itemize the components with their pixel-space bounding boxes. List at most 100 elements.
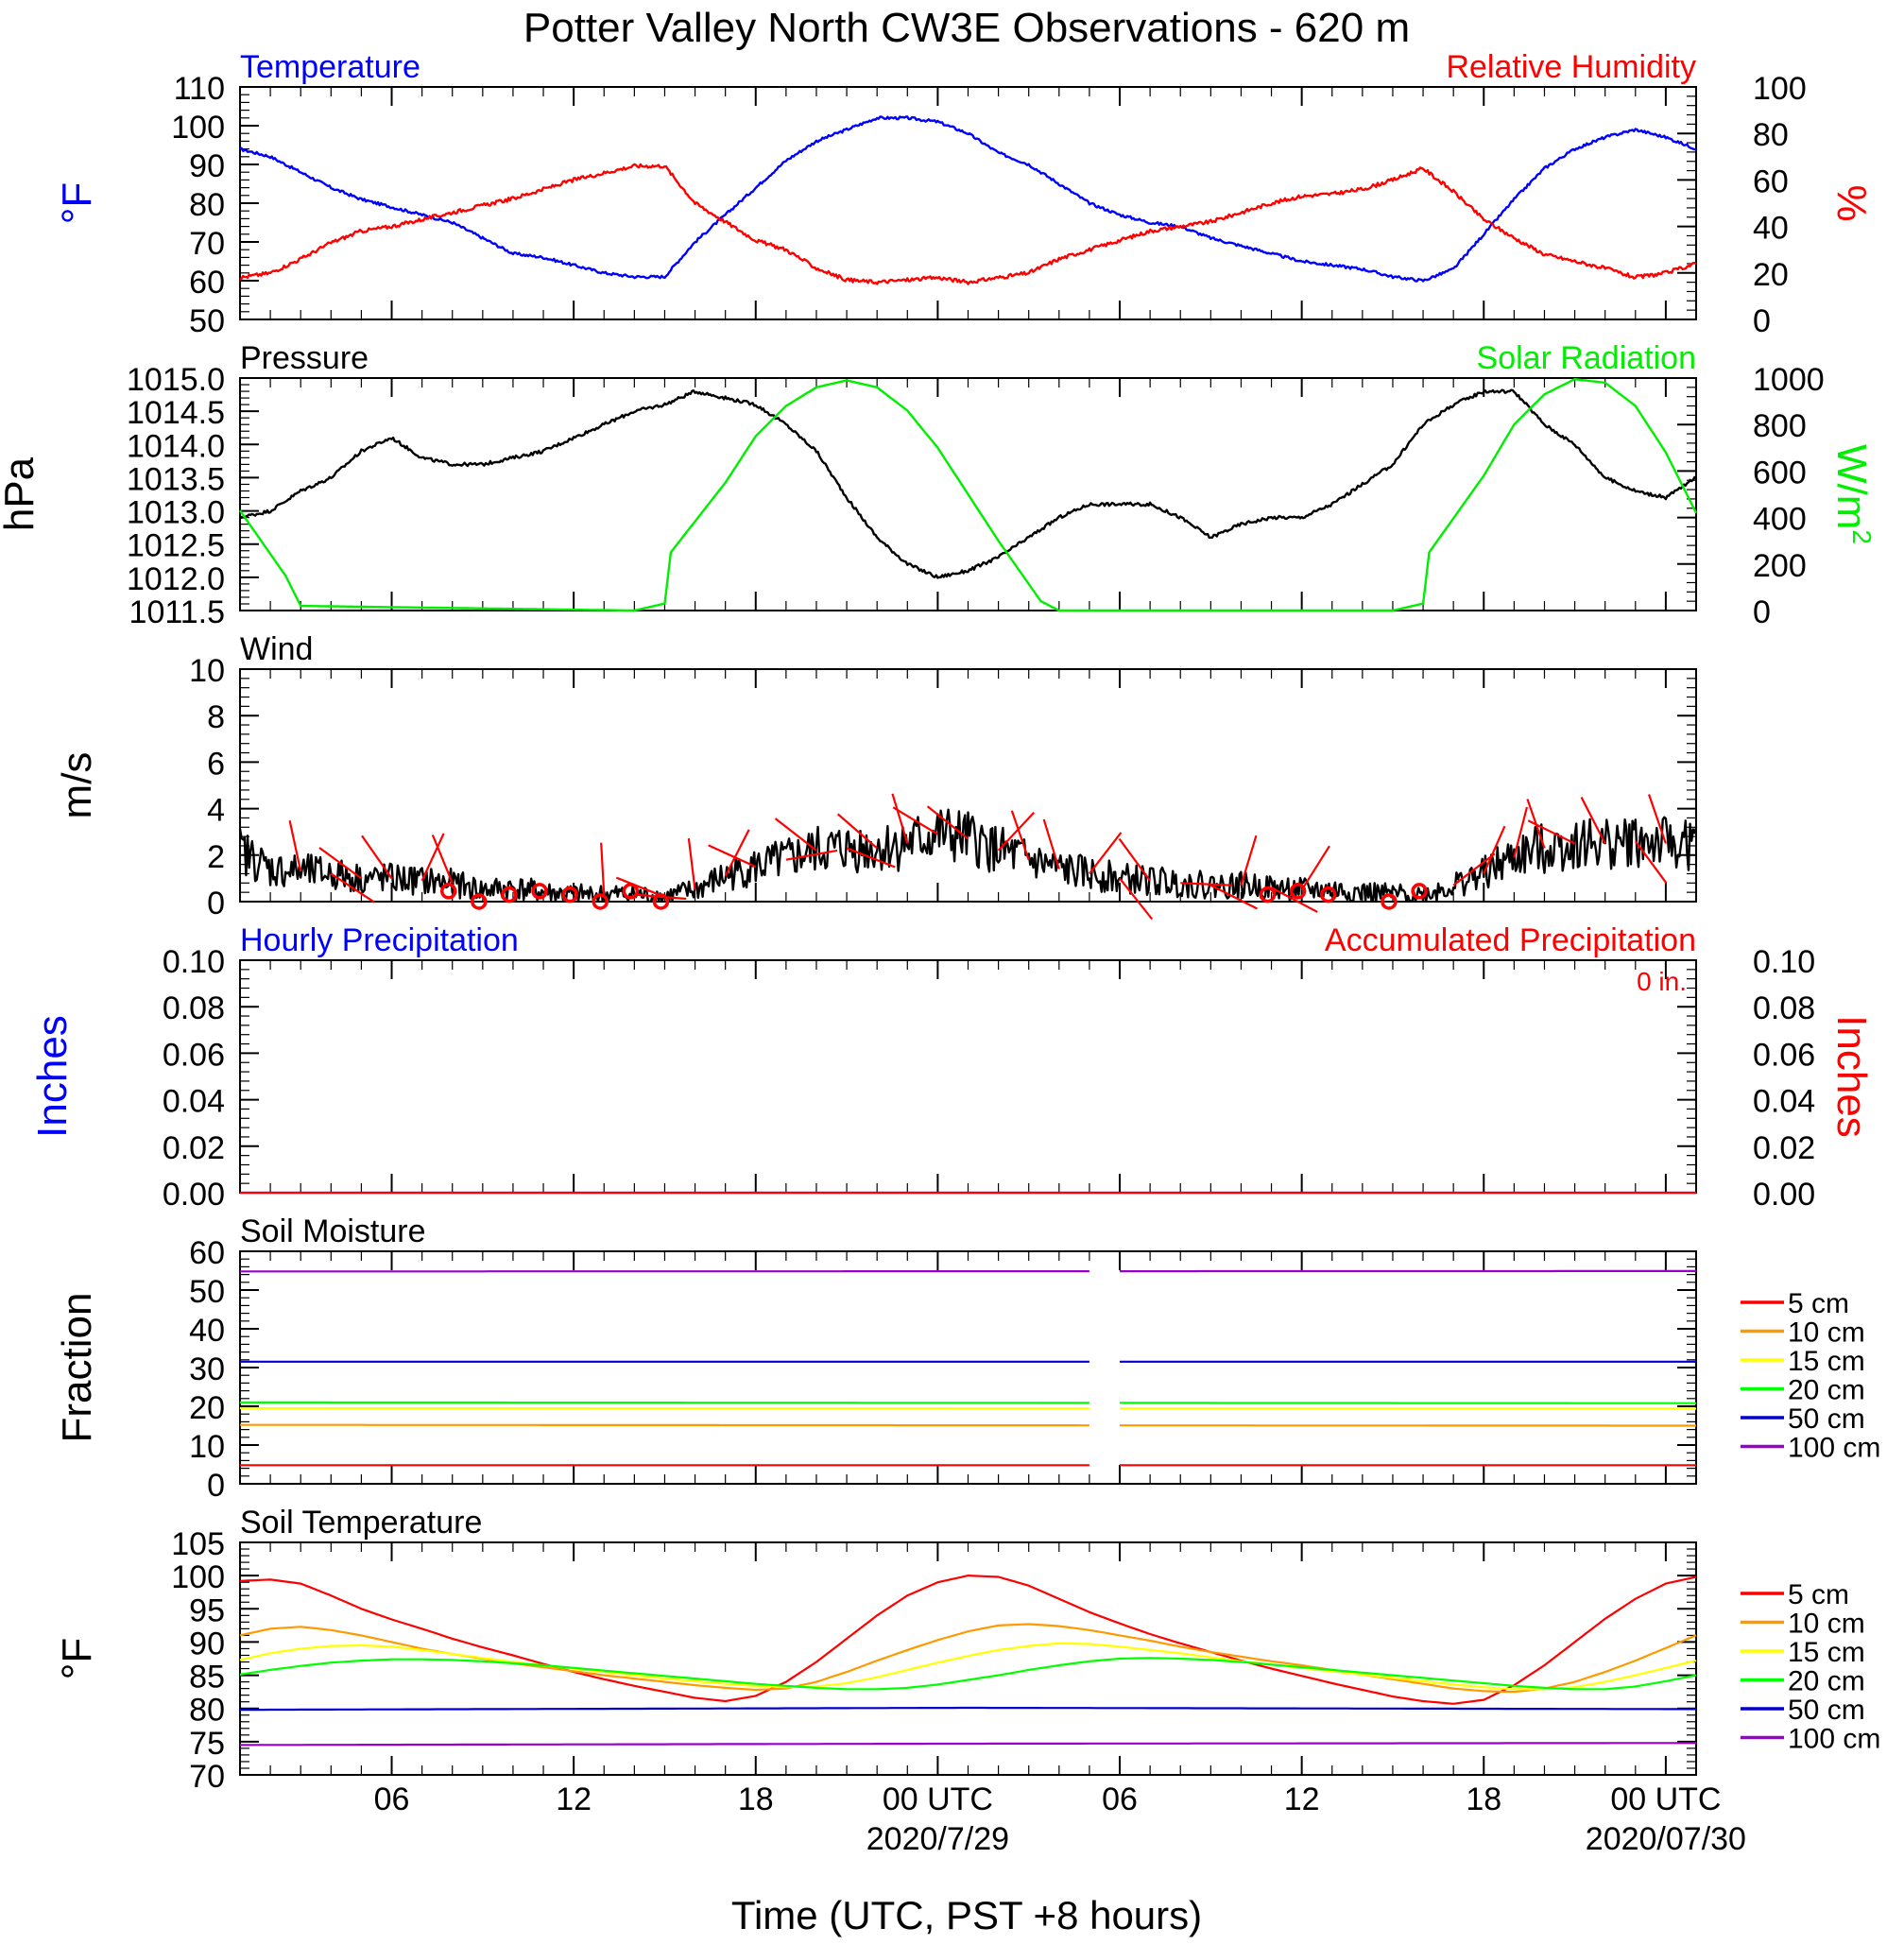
figure-title: Potter Valley North CW3E Observations - … (523, 5, 1410, 51)
y-axis-label: °F (54, 1638, 100, 1679)
y-axis-label: Inches (29, 1015, 76, 1138)
wind-barb (1513, 806, 1529, 858)
panel-right-title: Accumulated Precipitation (1325, 922, 1696, 958)
calm-wind-marker (1381, 893, 1398, 910)
calm-wind-marker (471, 893, 488, 910)
series-line-humidity (239, 163, 1697, 285)
y-axis-label-right: W/m2 (1828, 444, 1877, 544)
y-right-tick-label: 40 (1753, 211, 1789, 247)
wind-barb (1634, 840, 1668, 884)
x-tick-label: 00 UTC (883, 1781, 993, 1817)
y-right-tick-label: 400 (1753, 502, 1807, 538)
legend-label: 5 cm (1788, 1579, 1849, 1610)
wind-panel: 0 2 4 6 8 10 Wind m/s (54, 631, 1698, 921)
panel-right-title: Solar Radiation (1477, 340, 1696, 376)
y-tick-label: 30 (189, 1351, 225, 1387)
y-right-tick-label: 200 (1753, 548, 1807, 584)
y-tick-label: 0 (207, 886, 225, 921)
wind-barb (926, 805, 969, 840)
wind-barb (1452, 852, 1496, 886)
series-line-depth_15 (239, 1642, 1697, 1691)
y-tick-label: 0.10 (163, 944, 225, 980)
series-line-depth_5 (239, 1574, 1697, 1705)
x-tick-label: 18 (1466, 1781, 1501, 1817)
wind-barb (1240, 835, 1258, 886)
x-tick-label: 12 (1284, 1781, 1320, 1817)
wind-barb (846, 847, 896, 869)
y-tick-label: 105 (171, 1526, 225, 1562)
x-tick-label: 18 (738, 1781, 774, 1817)
x-tick-label: 12 (556, 1781, 592, 1817)
legend-label: 20 cm (1788, 1375, 1865, 1406)
y-axis-label: hPa (0, 456, 43, 531)
wind-barb (724, 829, 750, 877)
y-tick-label: 10 (189, 653, 225, 689)
wind-barb (634, 893, 687, 901)
y-right-tick-label: 100 (1753, 71, 1807, 107)
wind-barb (997, 812, 1036, 852)
y-tick-label: 6 (207, 746, 225, 782)
panel-left-title: Soil Temperature (240, 1505, 482, 1541)
y-tick-label: 1012.0 (127, 561, 225, 597)
wind-barb (1483, 825, 1506, 874)
y-right-tick-label: 0.06 (1753, 1037, 1815, 1073)
calm-wind-marker (1289, 883, 1307, 900)
y-right-tick-label: 0.00 (1753, 1177, 1815, 1213)
legend-label: 50 cm (1788, 1695, 1865, 1726)
y-tick-label: 0.08 (163, 990, 225, 1026)
series-line-depth_10 (240, 1423, 1089, 1427)
y-right-tick-label: 0.08 (1753, 990, 1815, 1026)
y-tick-label: 80 (189, 187, 225, 223)
y-axis-label: m/s (54, 752, 100, 819)
wind-barb (1042, 818, 1060, 869)
wind-barb (891, 793, 909, 844)
x-tick-label: 06 (1102, 1781, 1138, 1817)
x-tick-label: 06 (374, 1781, 410, 1817)
y-tick-label: 0.04 (163, 1084, 225, 1120)
wind-barb (600, 842, 606, 895)
y-right-tick-label: 600 (1753, 455, 1807, 491)
legend-label: 20 cm (1788, 1666, 1865, 1697)
y-right-tick-label: 800 (1753, 408, 1807, 444)
y-tick-label: 0.02 (163, 1130, 225, 1166)
y-tick-label: 60 (189, 265, 225, 301)
wind-barb (288, 820, 302, 872)
precipitation-panel: 0.00 0.02 0.04 0.06 0.08 0.10 0.00 0.02 0.04 0.06… (29, 922, 1875, 1213)
wind-barb (330, 872, 375, 904)
y-tick-label: 50 (189, 1274, 225, 1310)
y-tick-label: 40 (189, 1313, 225, 1349)
wind-barb (1119, 877, 1154, 921)
wind-barb (785, 849, 838, 861)
pressure-solar-panel: 1011.51012.01012.51013.01013.51014.01014… (0, 340, 1877, 630)
wind-barb (1180, 882, 1233, 886)
y-right-tick-label: 0 (1753, 303, 1771, 339)
time-axis: 06 12 18 00 UTC 2020/7/29 06 12 18 00 UTC 2020/07… (374, 1781, 1746, 1857)
x-axis-label: Time (UTC, PST +8 hours) (731, 1893, 1202, 1937)
y-tick-label: 2 (207, 839, 225, 875)
y-tick-label: 60 (189, 1235, 225, 1271)
panel-left-title: Temperature (240, 49, 420, 85)
series-line-pressure (239, 388, 1697, 579)
unit-superscript: 2 (1847, 529, 1877, 544)
panel-left-title: Soil Moisture (240, 1213, 426, 1249)
y-tick-label: 90 (189, 1626, 225, 1661)
y-right-tick-label: 0.02 (1753, 1130, 1815, 1166)
y-axis-label-right: % (1828, 184, 1875, 221)
legend-label: 100 cm (1788, 1433, 1880, 1464)
x-date-label: 2020/07/30 (1586, 1821, 1746, 1857)
wind-barb (1648, 794, 1667, 844)
y-tick-label: 100 (171, 110, 225, 146)
y-tick-label: 1013.5 (127, 461, 225, 497)
y-tick-label: 1014.5 (127, 395, 225, 431)
wind-barb (431, 835, 454, 884)
series-line-depth_50 (240, 1706, 1696, 1712)
wind-barb (1271, 886, 1318, 913)
wind-barb (420, 833, 445, 882)
panel-left-title: Hourly Precipitation (240, 922, 519, 958)
accumulation-annotation: 0 in. (1637, 967, 1687, 996)
x-date-label: 2020/7/29 (866, 1821, 1009, 1857)
